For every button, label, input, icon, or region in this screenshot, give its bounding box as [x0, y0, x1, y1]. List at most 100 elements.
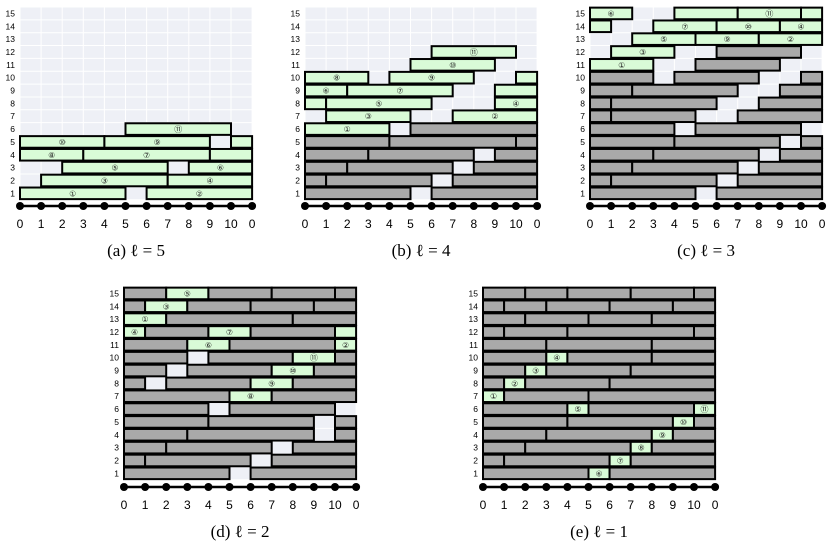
axis-tick-label: 4 [205, 498, 212, 512]
axis-node [322, 202, 331, 210]
axis-tick-label: 4 [564, 498, 571, 512]
bar-number: ⑦ [681, 22, 688, 31]
panel-caption: (e) ℓ = 1 [570, 522, 628, 541]
scheduled-bar [482, 325, 506, 339]
scheduled-bar [652, 147, 760, 162]
axis-node [712, 202, 721, 210]
scheduled-bar [524, 376, 611, 391]
scheduled-bar [334, 427, 358, 442]
row-label: 12 [110, 327, 120, 337]
row-label: 13 [6, 34, 16, 44]
scheduled-bar [566, 325, 696, 339]
row-label: 12 [576, 47, 586, 57]
bar-number: ① [490, 392, 497, 401]
row-label: 4 [580, 150, 585, 160]
axis-node [542, 483, 551, 491]
row-label: 13 [110, 314, 120, 324]
axis-tick-label: 10 [328, 498, 342, 512]
scheduled-bar [312, 299, 358, 314]
highlight-bar [304, 70, 370, 85]
bar-number: ① [69, 189, 76, 198]
scheduled-bar [123, 389, 231, 404]
scheduled-bar [589, 160, 634, 175]
row-label: 1 [10, 188, 15, 198]
axis-tick-label: 1 [323, 217, 330, 231]
axis-node [626, 483, 635, 491]
scheduled-bar [482, 312, 527, 326]
axis-tick-label: 6 [247, 498, 254, 512]
row-label: 5 [473, 417, 478, 427]
highlight-bar [800, 6, 824, 21]
axis-node [649, 202, 658, 210]
axis-tick-label: 8 [185, 217, 192, 231]
scheduled-bar [800, 135, 824, 149]
axis-tick-label: 9 [777, 217, 784, 231]
highlight-bar [145, 186, 254, 201]
scheduled-bar [503, 389, 590, 404]
bar-number: ① [618, 61, 625, 70]
row-label: 3 [473, 443, 478, 453]
scheduled-bar [304, 160, 349, 175]
axis-node [37, 202, 46, 210]
axis-node [100, 202, 109, 210]
row-label: 6 [295, 124, 300, 134]
axis-node [711, 483, 720, 491]
scheduled-bar [304, 135, 391, 149]
row-label: 5 [114, 417, 119, 427]
row-label: 13 [291, 34, 301, 44]
scheduled-bar [800, 70, 824, 85]
row-label: 8 [295, 98, 300, 108]
axis-node [331, 483, 339, 491]
scheduled-bar [589, 122, 676, 136]
highlight-bar [673, 6, 739, 21]
scheduled-bar [123, 440, 168, 455]
scheduled-bar [610, 109, 697, 124]
axis-tick-label: 0 [534, 217, 541, 231]
axis-node [775, 202, 784, 210]
scheduled-bar [482, 453, 506, 468]
axis-node [204, 483, 213, 491]
bar-number: ⑧ [638, 444, 645, 453]
axis-node [668, 483, 677, 491]
axis-tick-label: 3 [650, 217, 657, 231]
row-label: 6 [114, 404, 119, 414]
axis-tick-label: 1 [501, 498, 508, 512]
highlight-bar [346, 83, 454, 98]
axis-node [385, 202, 394, 210]
row-label: 14 [576, 21, 586, 31]
bar-number: ⑥ [205, 341, 212, 350]
row-label: 10 [110, 353, 120, 363]
row-label: 12 [291, 47, 301, 57]
row-label: 1 [295, 188, 300, 198]
row-label: 9 [473, 366, 478, 376]
axis-node [584, 483, 593, 491]
scheduled-bar [482, 376, 506, 391]
row-label: 15 [291, 8, 301, 18]
bar-number: ⑥ [217, 164, 224, 173]
row-label: 2 [10, 175, 15, 185]
scheduled-bar [388, 135, 517, 149]
row-label: 1 [473, 468, 478, 478]
row-label: 2 [295, 175, 300, 185]
bar-number: ④ [131, 328, 138, 337]
bar-number: ⑥ [608, 9, 615, 18]
scheduled-bar [482, 363, 527, 378]
row-label: 6 [580, 124, 585, 134]
axis-tick-label: 5 [226, 498, 233, 512]
scheduled-bar [249, 325, 337, 339]
scheduled-bar [589, 147, 655, 162]
scheduled-bar [589, 96, 613, 111]
axis-tick-label: 2 [163, 498, 170, 512]
scheduled-bar [650, 312, 717, 326]
axis-node [141, 483, 150, 491]
axis-tick-label: 10 [794, 217, 808, 231]
row-label: 13 [576, 34, 586, 44]
bar-number: ⑦ [226, 328, 233, 337]
scheduled-bar [757, 160, 824, 175]
scheduled-bar [451, 173, 539, 188]
scheduled-bar [123, 402, 210, 416]
highlight-bar [589, 58, 655, 72]
row-label: 5 [580, 137, 585, 147]
